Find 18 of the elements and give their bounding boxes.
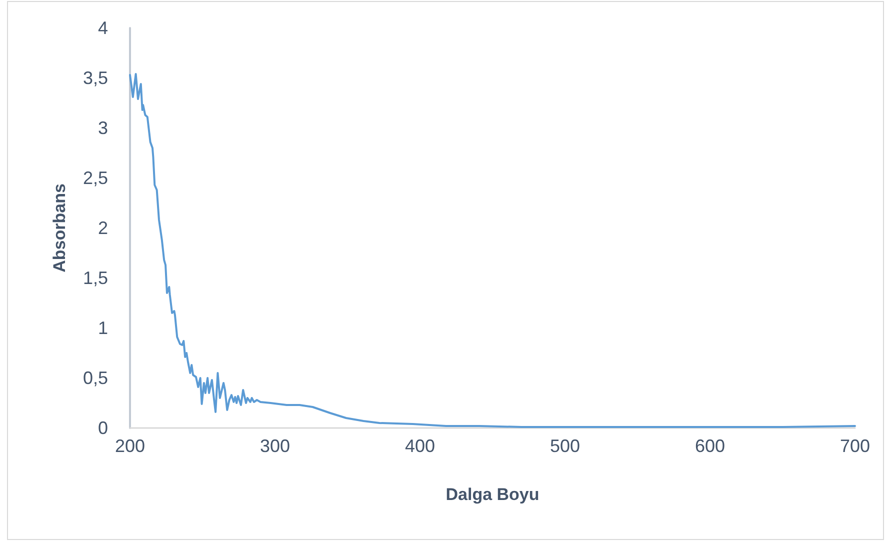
y-tick-label: 0 (98, 418, 108, 438)
x-tick-label: 500 (550, 436, 580, 456)
y-tick-label: 1,5 (82, 268, 108, 288)
x-tick-label: 200 (114, 436, 146, 456)
y-axis-title: Absorbans (50, 184, 69, 272)
y-tick-label: 0,5 (82, 368, 108, 388)
y-tick-label: 1 (98, 318, 108, 338)
x-axis-title: Dalga Boyu (446, 485, 540, 504)
line-series (129, 73, 856, 428)
x-tick-label: 600 (694, 436, 726, 456)
x-tick-label: 300 (260, 436, 290, 456)
y-tick-label: 3 (98, 118, 108, 138)
x-tick-label: 400 (404, 436, 436, 456)
y-tick-label: 4 (98, 18, 108, 38)
x-tick-label: 700 (840, 436, 870, 456)
y-tick-label: 2 (98, 218, 108, 238)
y-tick-label: 2,5 (82, 168, 108, 188)
y-tick-label: 3,5 (82, 68, 108, 88)
